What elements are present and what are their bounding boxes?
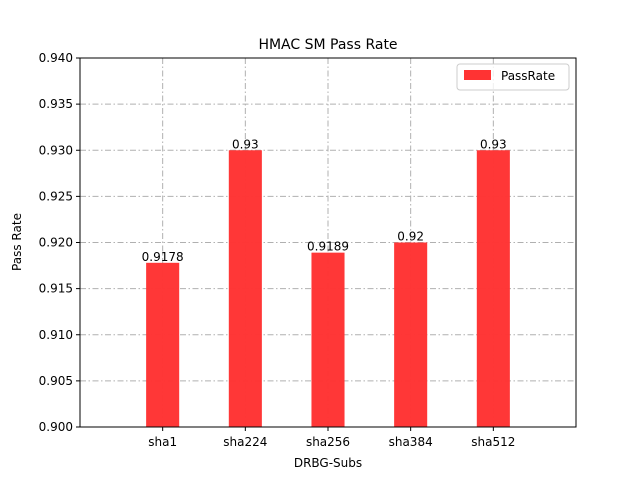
y-tick-label: 0.920 bbox=[39, 236, 73, 250]
data-label-sha224: 0.93 bbox=[232, 137, 259, 151]
bar-sha256 bbox=[311, 252, 345, 427]
bar-sha1 bbox=[146, 262, 180, 427]
bars bbox=[146, 150, 510, 427]
y-tick-label: 0.915 bbox=[39, 282, 73, 296]
x-tick-label-sha512: sha512 bbox=[471, 435, 515, 449]
x-tick-label-sha256: sha256 bbox=[306, 435, 350, 449]
legend-swatch bbox=[464, 70, 491, 80]
y-tick-label: 0.925 bbox=[39, 189, 73, 203]
y-tick-label: 0.935 bbox=[39, 97, 73, 111]
legend: PassRate bbox=[456, 63, 570, 91]
axis-ticks: 0.900 0.905 0.910 0.915 0.920 0.925 0.930 0.935… bbox=[39, 51, 516, 449]
x-tick-label-sha384: sha384 bbox=[389, 435, 433, 449]
x-tick-label-sha224: sha224 bbox=[223, 435, 267, 449]
data-label-sha1: 0.9178 bbox=[142, 250, 184, 264]
bar-sha224 bbox=[228, 150, 262, 427]
y-tick-label: 0.910 bbox=[39, 328, 73, 342]
bar-sha512 bbox=[476, 150, 510, 427]
data-labels: 0.9178 0.93 0.9189 0.92 0.93 bbox=[142, 137, 507, 264]
data-label-sha384: 0.92 bbox=[397, 230, 424, 244]
y-tick-label: 0.930 bbox=[39, 143, 73, 157]
y-tick-label: 0.900 bbox=[39, 420, 73, 434]
legend-label: PassRate bbox=[501, 69, 555, 83]
x-axis-label: DRBG-Subs bbox=[294, 456, 362, 470]
y-tick-label: 0.940 bbox=[39, 51, 73, 65]
x-tick-label-sha1: sha1 bbox=[148, 435, 177, 449]
chart-title: HMAC SM Pass Rate bbox=[258, 37, 397, 53]
data-label-sha512: 0.93 bbox=[480, 137, 507, 151]
data-label-sha256: 0.9189 bbox=[307, 240, 349, 254]
y-tick-label: 0.905 bbox=[39, 374, 73, 388]
bar-sha384 bbox=[394, 242, 428, 427]
y-axis-label: Pass Rate bbox=[10, 213, 24, 271]
